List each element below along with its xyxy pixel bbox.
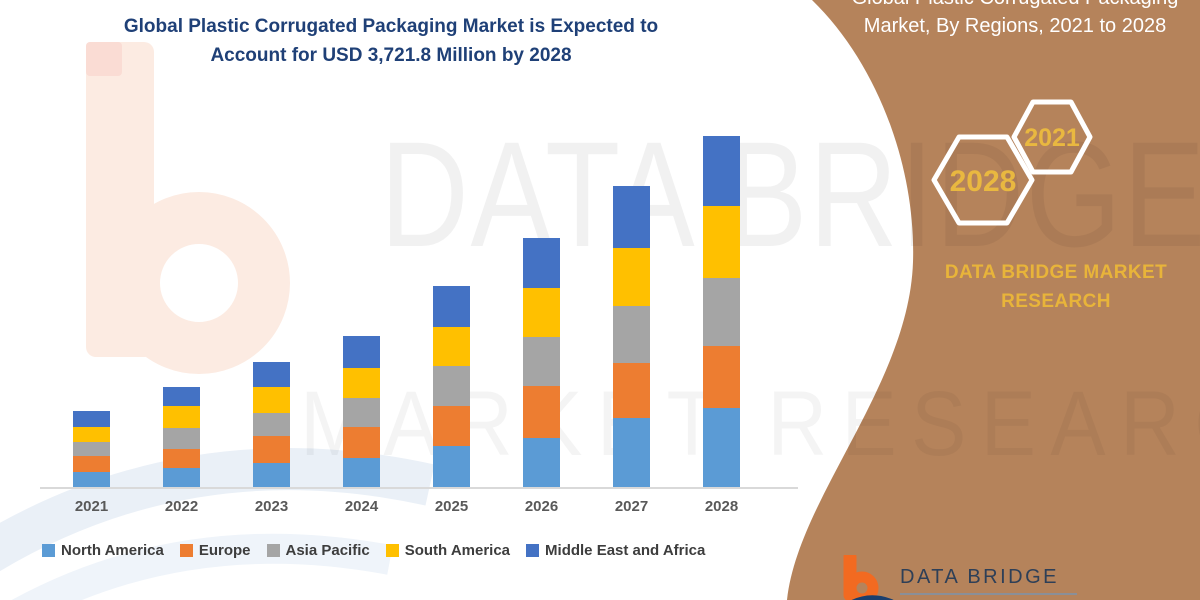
chart-title-line1: Global Plastic Corrugated Packaging Mark…: [123, 16, 659, 37]
bar-segment-2022-asia-pacific: [163, 428, 200, 449]
hexagon-2028-badge: 2028: [931, 134, 1035, 226]
bar-2028: [703, 136, 740, 488]
legend-label: Middle East and Africa: [545, 542, 706, 559]
bar-2022: [163, 387, 200, 488]
x-axis-label-2022: 2022: [164, 498, 199, 515]
bar-segment-2021-europe: [73, 456, 110, 472]
x-axis-line: [40, 487, 798, 489]
bar-segment-2022-north-america: [163, 468, 200, 488]
footer-logo-subtext: MARKET RESEARCH: [900, 598, 1077, 600]
watermark-logo-stem-top: [86, 42, 122, 76]
bar-segment-2022-south-america: [163, 406, 200, 428]
bar-2027: [613, 186, 650, 488]
footer-logo-text: DATA BRIDGE MARKET RESEARCH: [900, 566, 1078, 600]
bar-segment-2021-south-america: [73, 427, 110, 442]
legend-swatch: [42, 544, 55, 557]
bar-segment-2028-asia-pacific: [703, 278, 740, 346]
bar-segment-2024-europe: [343, 427, 380, 458]
bar-segment-2026-middle-east-and-africa: [523, 238, 560, 288]
bar-segment-2028-middle-east-and-africa: [703, 136, 740, 206]
bar-segment-2027-north-america: [613, 418, 650, 488]
bar-segment-2023-asia-pacific: [253, 413, 290, 436]
x-axis-label-2023: 2023: [254, 498, 289, 515]
legend-label: Europe: [198, 542, 251, 559]
bar-segment-2023-north-america: [253, 463, 290, 488]
x-axis-label-2027: 2027: [614, 498, 649, 515]
bar-segment-2024-south-america: [343, 368, 380, 398]
legend-swatch: [385, 544, 399, 557]
bar-segment-2022-europe: [163, 449, 200, 468]
legend-item-asia-pacific: Asia Pacific: [266, 542, 370, 559]
legend-item-south-america: South America: [385, 542, 511, 559]
bar-segment-2021-middle-east-and-africa: [73, 411, 110, 427]
side-panel-heading-line2: Market, By Regions, 2021 to 2028: [863, 15, 1167, 37]
bar-segment-2026-europe: [523, 386, 560, 438]
bar-segment-2023-europe: [253, 436, 290, 463]
bar-segment-2024-middle-east-and-africa: [343, 336, 380, 368]
hexagon-2021-badge: 2021: [1011, 99, 1093, 175]
x-axis-label-2026: 2026: [524, 498, 559, 515]
legend-label: South America: [404, 542, 511, 559]
bar-segment-2026-south-america: [523, 288, 560, 337]
footer-logo: DATA BRIDGE MARKET RESEARCH: [836, 555, 1078, 600]
bar-segment-2028-europe: [703, 346, 740, 408]
legend-label: Asia Pacific: [285, 542, 370, 559]
hexagon-2028-year: 2028: [950, 165, 1017, 198]
legend-item-north-america: North America: [42, 542, 164, 559]
legend-swatch: [526, 544, 540, 557]
data-bridge-b-icon: [843, 555, 894, 600]
legend-item-middle-east-and-africa: Middle East and Africa: [526, 542, 705, 559]
chart-legend: North America Europe Asia Pacific South Ame…: [42, 542, 705, 559]
side-panel-heading: Global Plastic Corrugated Packaging Mark…: [830, 0, 1200, 58]
stacked-bar-chart: [73, 136, 740, 488]
brand-text-line1: DATA BRIDGE MARKET: [944, 262, 1168, 283]
side-panel-heading-line1: Global Plastic Corrugated Packaging: [830, 0, 1200, 12]
brand-text: DATA BRIDGE MARKET RESEARCH: [928, 258, 1184, 317]
hexagon-2021-year: 2021: [1024, 124, 1080, 152]
x-axis-label-2024: 2024: [344, 498, 379, 515]
legend-swatch: [179, 544, 193, 557]
bar-2021: [73, 411, 110, 488]
bar-segment-2026-north-america: [523, 438, 560, 488]
bar-segment-2023-middle-east-and-africa: [253, 362, 290, 387]
bar-segment-2027-middle-east-and-africa: [613, 186, 650, 248]
bar-segment-2024-north-america: [343, 458, 380, 488]
bar-segment-2024-asia-pacific: [343, 398, 380, 427]
bar-segment-2025-middle-east-and-africa: [433, 286, 470, 327]
bar-segment-2027-europe: [613, 363, 650, 418]
bar-segment-2028-south-america: [703, 206, 740, 278]
bar-2025: [433, 286, 470, 488]
x-axis-label-2028: 2028: [704, 498, 739, 515]
bar-segment-2025-north-america: [433, 446, 470, 488]
legend-label: North America: [61, 542, 164, 559]
brand-text-line2: RESEARCH: [1001, 291, 1111, 313]
bar-2023: [253, 362, 290, 488]
bar-segment-2025-south-america: [433, 327, 470, 366]
bar-segment-2026-asia-pacific: [523, 337, 560, 386]
bar-2024: [343, 336, 380, 488]
bar-segment-2027-asia-pacific: [613, 306, 650, 363]
x-axis-label-2021: 2021: [74, 498, 109, 515]
bar-segment-2025-europe: [433, 406, 470, 446]
bar-segment-2025-asia-pacific: [433, 366, 470, 406]
legend-swatch: [266, 544, 280, 557]
bar-segment-2027-south-america: [613, 248, 650, 306]
bar-segment-2023-south-america: [253, 387, 290, 413]
legend-item-europe: Europe: [179, 542, 251, 559]
bar-segment-2021-asia-pacific: [73, 442, 110, 456]
bar-2026: [523, 238, 560, 488]
footer-logo-name: DATA BRIDGE: [900, 566, 1078, 595]
bar-segment-2028-north-america: [703, 408, 740, 488]
chart-title-line2: Account for USD 3,721.8 Million by 2028: [210, 45, 572, 67]
chart-title: Global Plastic Corrugated Packaging Mark…: [58, 12, 724, 71]
x-axis-label-2025: 2025: [434, 498, 469, 515]
bar-segment-2022-middle-east-and-africa: [163, 387, 200, 406]
bar-segment-2021-north-america: [73, 472, 110, 488]
